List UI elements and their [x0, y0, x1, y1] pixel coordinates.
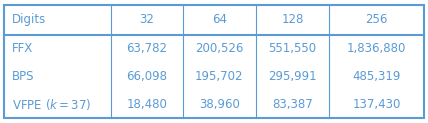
Text: VFPE ($k = 37$): VFPE ($k = 37$) [12, 97, 92, 112]
Text: 485,319: 485,319 [352, 70, 401, 83]
Text: 83,387: 83,387 [272, 98, 313, 111]
Text: BPS: BPS [12, 70, 35, 83]
Text: 18,480: 18,480 [126, 98, 167, 111]
Text: 137,430: 137,430 [352, 98, 401, 111]
Text: 38,960: 38,960 [199, 98, 240, 111]
Text: 195,702: 195,702 [195, 70, 244, 83]
Text: 128: 128 [282, 13, 304, 26]
Text: 295,991: 295,991 [268, 70, 317, 83]
Text: FFX: FFX [12, 42, 33, 55]
Text: 551,550: 551,550 [269, 42, 317, 55]
Text: 256: 256 [366, 13, 388, 26]
Text: 1,836,880: 1,836,880 [347, 42, 406, 55]
Text: 32: 32 [140, 13, 155, 26]
Text: 200,526: 200,526 [195, 42, 244, 55]
Text: 63,782: 63,782 [126, 42, 167, 55]
Text: 66,098: 66,098 [126, 70, 167, 83]
Text: 64: 64 [212, 13, 227, 26]
Text: Digits: Digits [12, 13, 46, 26]
